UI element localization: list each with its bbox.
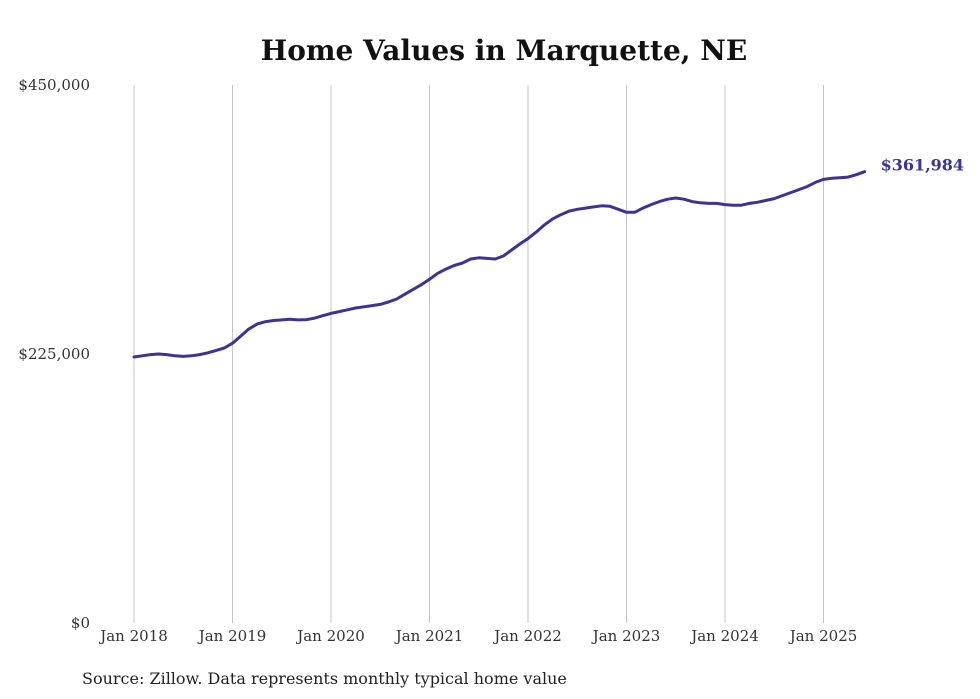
- chart-title: Home Values in Marquette, NE: [261, 34, 747, 67]
- x-tick-label: Jan 2019: [197, 627, 267, 645]
- x-tick-label: Jan 2021: [394, 627, 464, 645]
- series-line: [132, 170, 867, 359]
- y-axis: $0 $225,000 $450,000: [18, 76, 90, 632]
- source-note: Source: Zillow. Data represents monthly …: [82, 669, 567, 688]
- x-tick-label: Jan 2025: [788, 627, 858, 645]
- end-value-label: $361,984: [881, 156, 965, 175]
- x-axis: Jan 2018 Jan 2019 Jan 2020 Jan 2021 Jan 2022…: [98, 627, 857, 645]
- grid-layer: [133, 85, 824, 623]
- series-layer: [132, 170, 867, 359]
- x-tick-label: Jan 2024: [689, 627, 759, 645]
- x-tick-label: Jan 2022: [492, 627, 562, 645]
- x-tick-label: Jan 2020: [295, 627, 365, 645]
- y-tick-label: $225,000: [18, 345, 90, 363]
- x-tick-label: Jan 2023: [591, 627, 661, 645]
- y-tick-label: $0: [71, 614, 90, 632]
- y-tick-label: $450,000: [18, 76, 90, 94]
- x-tick-label: Jan 2018: [98, 627, 168, 645]
